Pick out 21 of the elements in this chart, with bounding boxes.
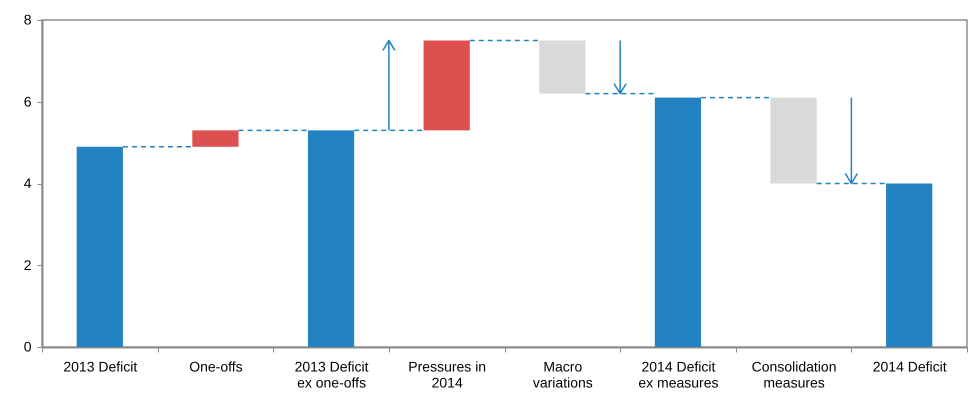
x-tick-label: One-offs [189, 358, 243, 374]
x-tick-label: 2014 Deficit [872, 358, 947, 374]
bar [308, 130, 354, 347]
x-tick-label: 2013 Deficit ex one-offs [294, 358, 369, 390]
bar [770, 98, 817, 184]
y-tick-label: 0 [24, 338, 32, 354]
x-tick-label: Pressures in 2014 [408, 358, 486, 390]
x-tick-label: 2014 Deficit ex measures [638, 358, 719, 390]
bar [654, 98, 702, 347]
bar [424, 40, 470, 130]
y-tick-label: 2 [24, 256, 32, 273]
bar [76, 146, 123, 347]
x-tick-label: Macro variations [532, 358, 593, 390]
y-tick-label: 6 [24, 93, 32, 110]
bar [539, 40, 586, 94]
y-tick-label: 8 [24, 12, 32, 28]
bar [886, 184, 932, 347]
bar [192, 130, 239, 147]
x-tick-label: 2013 Deficit [63, 358, 138, 374]
x-tick-label: Consolidation measures [752, 358, 836, 390]
y-tick-label: 4 [24, 175, 32, 191]
